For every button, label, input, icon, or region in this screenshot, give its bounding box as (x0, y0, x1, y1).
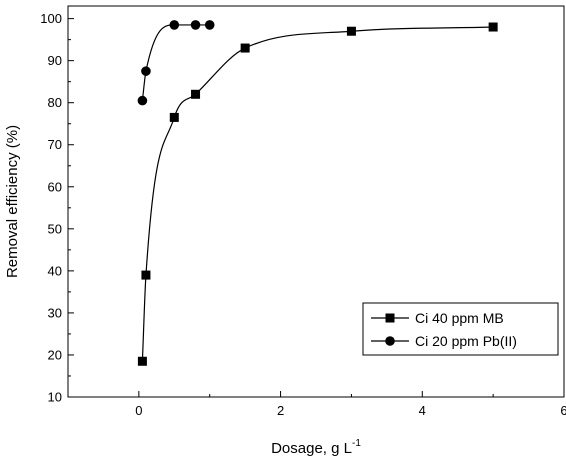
y-tick-label: 80 (48, 95, 62, 110)
y-tick-label: 40 (48, 263, 62, 278)
y-tick-label: 70 (48, 137, 62, 152)
pb-data-point (141, 66, 151, 76)
x-axis-title-main: Dosage, g L (271, 440, 352, 457)
legend-label: Ci 20 ppm Pb(II) (415, 333, 517, 349)
y-tick-label: 30 (48, 305, 62, 320)
x-axis-title: Dosage, g L-1 (271, 438, 361, 457)
mb-data-point (240, 43, 250, 53)
legend-box (362, 302, 559, 356)
pb-data-point (204, 20, 215, 30)
mb-data-point (137, 356, 147, 366)
legend-item-2: Ci 20 ppm Pb(II) (371, 333, 517, 349)
y-axis-ticks: 10 20 30 40 50 60 70 80 90 100 (40, 11, 74, 405)
x-tick-label: 4 (419, 403, 426, 418)
pb-data-point (190, 20, 201, 30)
mb-data-point (141, 270, 151, 280)
x-axis-ticks: 0 2 4 6 (67, 391, 566, 418)
y-tick-label: 100 (40, 11, 62, 26)
y-tick-label: 90 (48, 53, 62, 68)
mb-data-point (488, 22, 498, 32)
plot-area: 0 2 4 6 10 20 30 40 50 60 70 80 90 100 (40, 5, 566, 418)
pb-data-point (169, 20, 180, 30)
legend-label: Ci 40 ppm MB (415, 310, 504, 326)
y-axis-title: Removal efficiency (%) (4, 125, 21, 278)
legend-item-1: Ci 40 ppm MB (371, 310, 504, 326)
data-markers (137, 20, 498, 366)
series-2-curve (141, 24, 210, 101)
mb-data-point (169, 112, 179, 122)
x-tick-label: 0 (135, 403, 142, 418)
y-tick-label: 10 (48, 390, 62, 405)
y-tick-label: 50 (48, 221, 62, 236)
x-tick-label: 6 (560, 403, 566, 418)
mb-data-point (346, 26, 356, 36)
legend-circle-marker (385, 336, 395, 346)
plot-frame (67, 5, 565, 398)
mb-data-point (191, 89, 201, 99)
y-tick-label: 20 (48, 347, 62, 362)
x-tick-label: 2 (277, 403, 284, 418)
legend-square-marker (385, 313, 395, 323)
x-axis-title-superscript: -1 (352, 438, 361, 449)
y-tick-label: 60 (48, 179, 62, 194)
pb-data-point (137, 95, 148, 106)
legend: Ci 40 ppm MB Ci 20 ppm Pb(II) (362, 302, 559, 356)
